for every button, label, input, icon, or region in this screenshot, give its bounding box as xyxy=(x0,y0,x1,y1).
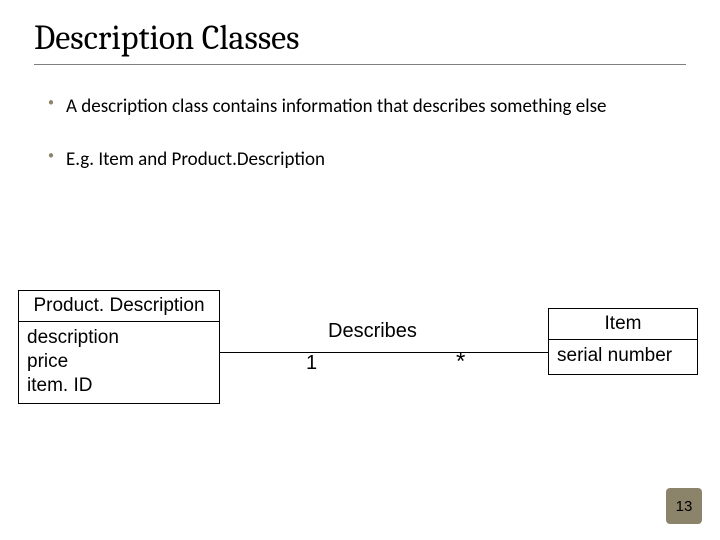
page-number-badge: 13 xyxy=(664,486,704,526)
uml-class-item: Item serial number xyxy=(548,308,698,375)
uml-attr: description xyxy=(27,326,211,350)
uml-diagram: Product. Description description price i… xyxy=(18,290,702,430)
title-underline xyxy=(34,64,686,65)
bullet-item: E.g. Item and Product.Description xyxy=(52,148,686,173)
bullet-list: A description class contains information… xyxy=(34,95,686,172)
uml-multiplicity-left: 1 xyxy=(306,352,317,375)
bullet-item: A description class contains information… xyxy=(52,95,686,120)
uml-multiplicity-right: * xyxy=(456,348,465,376)
uml-attr: item. ID xyxy=(27,374,211,398)
uml-class-name: Product. Description xyxy=(19,291,219,322)
uml-class-attributes: serial number xyxy=(549,340,697,374)
uml-attr: serial number xyxy=(557,344,689,368)
uml-class-name: Item xyxy=(549,309,697,340)
uml-association-line xyxy=(220,352,548,353)
slide: Description Classes A description class … xyxy=(0,0,720,540)
uml-class-product-description: Product. Description description price i… xyxy=(18,290,220,404)
badge-bracket-left xyxy=(664,486,676,526)
page-number: 13 xyxy=(676,498,693,515)
uml-class-attributes: description price item. ID xyxy=(19,322,219,403)
uml-association-label: Describes xyxy=(328,320,417,343)
slide-title: Description Classes xyxy=(34,18,686,58)
uml-attr: price xyxy=(27,350,211,374)
badge-bracket-right xyxy=(692,486,704,526)
